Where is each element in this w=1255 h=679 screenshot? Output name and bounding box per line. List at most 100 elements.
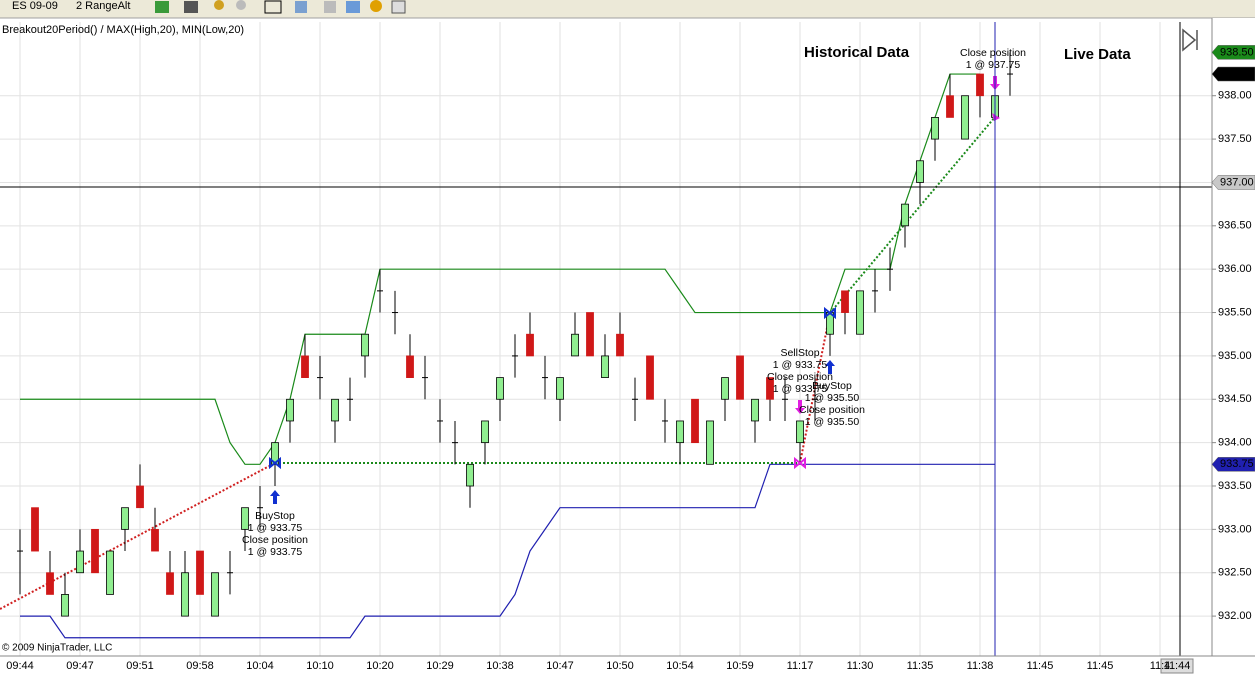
indicator-label: Breakout20Period() / MAX(High,20), MIN(L… (2, 24, 244, 36)
price-marker-label: 937.00 (1220, 176, 1254, 188)
candle-body (166, 572, 174, 595)
candle-body (496, 377, 504, 400)
candle-body (151, 528, 159, 552)
price-marker-label: 933.75 (1220, 458, 1254, 470)
period-select[interactable]: 2 RangeAlt (76, 0, 130, 12)
x-tick-label: 09:47 (66, 660, 94, 672)
buy-arrow (270, 490, 280, 504)
candle-body (691, 398, 699, 444)
x-tick-label: 10:50 (606, 660, 634, 672)
zoom-out-button[interactable] (236, 0, 246, 10)
annotation-line: 1 @ 933.75 (248, 546, 303, 558)
exit-marker (794, 456, 806, 470)
candle-body (751, 398, 759, 422)
tool-button[interactable] (324, 1, 336, 13)
chart-button[interactable] (346, 1, 360, 13)
axes: 932.00 932.50 933.00 933.50 934.00 934.50 935.… (6, 45, 1255, 672)
trade-line (829, 116, 996, 314)
candle-body (91, 528, 99, 574)
strategy-button[interactable] (370, 0, 382, 12)
x-tick-label: 11:45 (1087, 660, 1114, 672)
candle-body (466, 463, 474, 487)
candle-body (571, 333, 579, 357)
draw-tool-button[interactable] (184, 1, 198, 13)
candle-body (586, 312, 594, 357)
candle-body (271, 442, 279, 465)
candle-body (556, 377, 564, 400)
x-tick-label: 10:59 (726, 660, 754, 672)
annotation-line: BuyStop (812, 380, 852, 392)
x-tick-label: 11:30 (847, 660, 874, 672)
scroll-end-button[interactable] (1182, 28, 1198, 52)
candle-body (916, 160, 924, 183)
candle-body (46, 572, 54, 595)
y-tick-label: 933.00 (1218, 523, 1252, 535)
candle-body (211, 572, 219, 617)
candle-body (301, 355, 309, 378)
candle-body (76, 550, 84, 574)
instrument-select[interactable]: ES 09-09 (12, 0, 58, 12)
candle-body (766, 377, 774, 400)
y-tick-label: 934.50 (1218, 393, 1252, 405)
y-tick-label: 937.50 (1218, 133, 1252, 145)
candle-body (616, 333, 624, 357)
toolbar-bg (0, 0, 1255, 18)
trade-line (0, 462, 276, 610)
annotation: Close position 1 @ 937.75 (960, 47, 1026, 71)
annotation-line: 1 @ 935.50 (805, 392, 860, 404)
candle-body (796, 420, 804, 444)
cursor-time-box (1160, 658, 1194, 674)
x-tick-label: 11:45 (1027, 660, 1054, 672)
candle-body (946, 95, 954, 118)
candle-body (736, 355, 744, 400)
x-tick-label: 11:17 (787, 660, 814, 672)
y-tick-label: 935.50 (1218, 306, 1252, 318)
y-tick-label: 936.50 (1218, 220, 1252, 232)
y-tick-label: 936.00 (1218, 263, 1252, 275)
x-tick-label: 10:47 (546, 660, 574, 672)
y-tick-label: 934.00 (1218, 437, 1252, 449)
candle-body (406, 355, 414, 378)
chart-style-button[interactable] (155, 1, 169, 13)
region-label: Live Data (1064, 46, 1131, 63)
candle-body (646, 355, 654, 400)
candle-body (106, 550, 114, 595)
candle-body (841, 290, 849, 313)
region-label: Historical Data (804, 44, 910, 61)
annotation-line: Close position (767, 371, 833, 383)
toolbar: ES 09-09 2 RangeAlt (0, 0, 1255, 19)
zoom-in-button[interactable] (214, 0, 224, 10)
data-box-button[interactable] (391, 0, 406, 14)
entry-marker (269, 456, 281, 470)
sell-arrow (795, 400, 805, 414)
candle-body (361, 333, 369, 357)
candle-body (31, 507, 39, 552)
x-tick-label: 09:51 (126, 660, 154, 672)
properties-button[interactable] (295, 1, 307, 13)
y-tick-label: 933.50 (1218, 480, 1252, 492)
x-tick-label: 09:44 (6, 660, 34, 672)
x-tick-label: 10:04 (246, 660, 274, 672)
annotation: BuyStop 1 @ 933.75 Close position 1 @ 93… (242, 510, 308, 558)
x-tick-label: 10:20 (366, 660, 394, 672)
price-marker (1211, 66, 1255, 82)
y-tick-label: 932.50 (1218, 567, 1252, 579)
entry-marker (824, 306, 836, 320)
candle-body (901, 203, 909, 227)
annotation-line: 1 @ 933.75 (773, 383, 828, 395)
candle-body (331, 398, 339, 422)
price-marker (1211, 45, 1255, 60)
x-tick-label: 11:35 (907, 660, 934, 672)
annotation-line: 1 @ 937.75 (966, 59, 1021, 71)
annotation-line: 1 @ 935.50 (805, 416, 860, 428)
cursor-time: 11:44 (1164, 660, 1191, 672)
candle-body (121, 507, 129, 530)
candle-body (601, 355, 609, 378)
y-tick-label: 935.00 (1218, 350, 1252, 362)
x-tick-label: 10:54 (666, 660, 694, 672)
candle-body (61, 594, 69, 617)
annotation-line: Close position (799, 404, 865, 416)
candle-body (181, 572, 189, 617)
candle-body (136, 485, 144, 509)
crosshair-button[interactable] (264, 0, 282, 14)
